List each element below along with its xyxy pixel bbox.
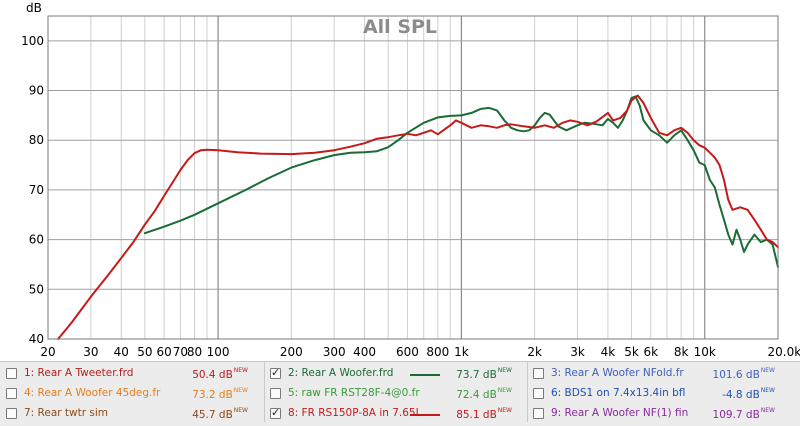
- legend-value-text: 73.2 dB: [192, 389, 233, 401]
- legend-checkbox[interactable]: [533, 388, 544, 399]
- legend-item[interactable]: 4: Rear A Woofer 45deg.fr 73.2 dBNEW: [6, 386, 264, 404]
- y-tick-label: 90: [29, 84, 44, 98]
- legend-new-tag: NEW: [760, 407, 775, 414]
- legend-value-text: 45.7 dB: [192, 409, 233, 421]
- x-tick-label: 60: [156, 345, 171, 359]
- legend-checkbox[interactable]: [270, 388, 281, 399]
- legend-item[interactable]: 3: Rear A Woofer NFold.fr 101.6 dBNEW: [533, 366, 791, 384]
- legend-item[interactable]: 1: Rear A Tweeter.frd 50.4 dBNEW: [6, 366, 264, 384]
- legend-label: 9: Rear A Woofer NF(1) fin: [551, 407, 689, 419]
- legend-item[interactable]: 5: raw FR RST28F-4@0.fr 72.4 dBNEW: [270, 386, 528, 404]
- y-tick-label: 100: [21, 34, 44, 48]
- x-tick-label: 80: [187, 345, 202, 359]
- legend-checkbox[interactable]: [6, 388, 17, 399]
- y-tick-label: 70: [29, 183, 44, 197]
- legend-value-text: -4.8 dB: [722, 389, 760, 401]
- legend-value: 72.4 dBNEW: [432, 387, 512, 401]
- legend-value-text: 50.4 dB: [192, 369, 233, 381]
- legend-new-tag: NEW: [760, 387, 775, 394]
- legend-value: 73.7 dBNEW: [432, 367, 512, 381]
- chart-background: [0, 0, 800, 361]
- legend-value: 109.7 dBNEW: [695, 407, 775, 421]
- legend-value-text: 85.1 dB: [456, 409, 497, 421]
- legend-label: 7: Rear twtr sim: [24, 407, 109, 419]
- legend-value: 45.7 dBNEW: [168, 407, 248, 421]
- legend-new-tag: NEW: [233, 387, 248, 394]
- legend-checkbox[interactable]: [533, 368, 544, 379]
- plot-frame: [47, 15, 779, 340]
- legend-new-tag: NEW: [497, 407, 512, 414]
- series-line-1: [143, 95, 779, 268]
- legend-new-tag: NEW: [760, 367, 775, 374]
- legend-checkbox[interactable]: [270, 366, 281, 379]
- legend-item[interactable]: 7: Rear twtr sim 45.7 dBNEW: [6, 406, 264, 424]
- y-tick-label: 50: [29, 282, 44, 296]
- x-tick-label: 5k: [624, 345, 639, 359]
- legend-label: 5: raw FR RST28F-4@0.fr: [288, 387, 420, 399]
- chart-title: All SPL: [363, 16, 437, 38]
- legend-label: 1: Rear A Tweeter.frd: [24, 367, 134, 379]
- legend-label: 4: Rear A Woofer 45deg.fr: [24, 387, 161, 399]
- legend-separator: [527, 362, 528, 422]
- x-tick-label: 20.0kHz: [768, 345, 800, 359]
- x-tick-label: 100: [207, 345, 230, 359]
- legend-value-text: 72.4 dB: [456, 389, 497, 401]
- legend-checkbox[interactable]: [6, 368, 17, 379]
- x-tick-label: 1k: [454, 345, 469, 359]
- y-tick-label: 80: [29, 133, 44, 147]
- legend-new-tag: NEW: [233, 367, 248, 374]
- legend-value: -4.8 dBNEW: [695, 387, 775, 401]
- legend-separator: [264, 362, 265, 422]
- legend-new-tag: NEW: [233, 407, 248, 414]
- legend-value: 85.1 dBNEW: [432, 407, 512, 421]
- x-tick-label: 70: [173, 345, 188, 359]
- series-line-2: [57, 94, 779, 340]
- legend-checkbox[interactable]: [270, 406, 281, 419]
- x-tick-label: 3k: [570, 345, 585, 359]
- y-tick-label: 60: [29, 233, 44, 247]
- x-tick-label: 20: [40, 345, 55, 359]
- x-tick-label: 50: [137, 345, 152, 359]
- grid: [47, 16, 779, 340]
- x-tick-label: 6k: [643, 345, 658, 359]
- legend-item[interactable]: 2: Rear A Woofer.frd 73.7 dBNEW: [270, 366, 528, 384]
- x-tick-label: 10k: [694, 345, 716, 359]
- y-axis-label: dB: [26, 1, 42, 15]
- legend-new-tag: NEW: [497, 387, 512, 394]
- legend-label: 3: Rear A Woofer NFold.fr: [551, 367, 684, 379]
- legend-item[interactable]: 6: BDS1 on 7.4x13.4in bfl -4.8 dBNEW: [533, 386, 791, 404]
- legend-label: 8: FR RS150P-8A in 7.65L: [288, 407, 422, 419]
- legend-new-tag: NEW: [497, 367, 512, 374]
- x-tick-label: 30: [83, 345, 98, 359]
- y-tick-label: 40: [29, 332, 44, 346]
- x-tick-label: 300: [323, 345, 346, 359]
- legend-swatch: [410, 374, 440, 376]
- legend-label: 6: BDS1 on 7.4x13.4in bfl: [551, 387, 686, 399]
- legend-value: 73.2 dBNEW: [168, 387, 248, 401]
- legend-swatch: [410, 414, 440, 416]
- x-tick-label: 600: [396, 345, 419, 359]
- legend-label: 2: Rear A Woofer.frd: [288, 367, 394, 379]
- legend-value-text: 101.6 dB: [712, 369, 760, 381]
- x-tick-label: 40: [114, 345, 129, 359]
- legend-item[interactable]: 8: FR RS150P-8A in 7.65L 85.1 dBNEW: [270, 406, 528, 424]
- x-tick-label: 2k: [527, 345, 542, 359]
- x-tick-label: 4k: [601, 345, 616, 359]
- legend-value: 50.4 dBNEW: [168, 367, 248, 381]
- legend-value-text: 73.7 dB: [456, 369, 497, 381]
- x-tick-label: 200: [280, 345, 303, 359]
- legend-checkbox[interactable]: [6, 408, 17, 419]
- legend-value-text: 109.7 dB: [712, 409, 760, 421]
- x-tick-label: 8k: [674, 345, 689, 359]
- x-tick-label: 400: [353, 345, 376, 359]
- legend-value: 101.6 dBNEW: [695, 367, 775, 381]
- legend-item[interactable]: 9: Rear A Woofer NF(1) fin 109.7 dBNEW: [533, 406, 791, 424]
- legend-checkbox[interactable]: [533, 408, 544, 419]
- series-lines: [57, 94, 779, 340]
- x-tick-label: 800: [426, 345, 449, 359]
